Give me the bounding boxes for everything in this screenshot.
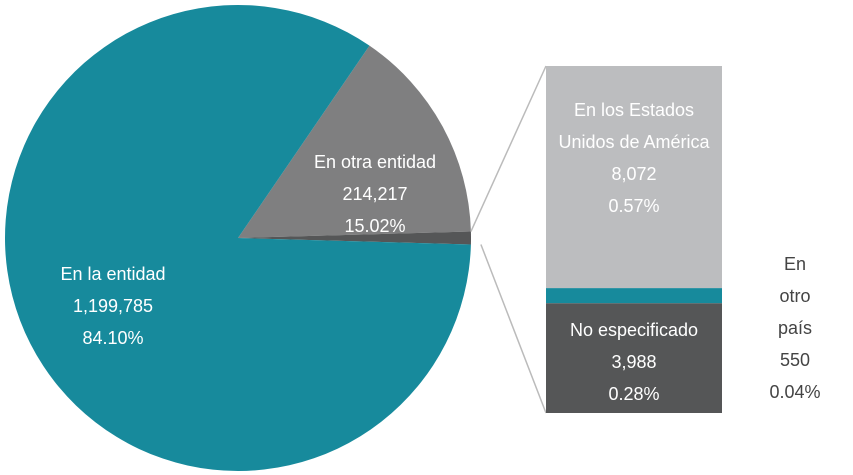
label-line: 15.02% (344, 216, 406, 236)
slice-label: En los Estados Unidos de América 8,072 0.5… (546, 94, 722, 222)
label-line: 214,217 (342, 184, 408, 204)
label-line: 0.04% (769, 382, 821, 402)
label-line: En otra entidad (313, 152, 437, 172)
label-line: 550 (779, 350, 811, 370)
connector (480, 244, 547, 414)
label-line: 1,199,785 (72, 296, 154, 316)
pie-slice (238, 45, 471, 238)
bar-segment (546, 66, 722, 289)
slice-label: No especificado 3,988 0.28% (570, 314, 698, 410)
slice-label: En la entidad 1,199,785 84.10% (60, 258, 165, 354)
bar-segment (546, 303, 722, 413)
pie-slice (4, 4, 471, 471)
label-line: 0.57% (608, 196, 660, 216)
label-line: En los Estados Unidos de América (558, 100, 710, 152)
label-line: No especificado (569, 320, 699, 340)
slice-label: En otro país 550 0.04% (766, 248, 824, 408)
label-line: 8,072 (611, 164, 657, 184)
label-line: 0.28% (608, 384, 660, 404)
label-line: 3,988 (611, 352, 657, 372)
pie-slice-other (238, 231, 471, 245)
connector (470, 65, 547, 232)
label-line: En la entidad (60, 264, 166, 284)
label-line: 84.10% (82, 328, 144, 348)
slice-label: En otra entidad 214,217 15.02% (314, 146, 436, 242)
label-line: En otro país (777, 254, 813, 338)
bar-segment (546, 288, 722, 304)
